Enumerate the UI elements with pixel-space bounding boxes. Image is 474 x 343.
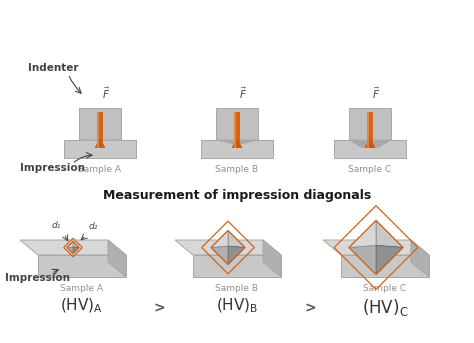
Polygon shape (193, 255, 281, 277)
Polygon shape (231, 138, 243, 148)
Bar (367, 112, 369, 148)
Polygon shape (376, 221, 403, 248)
Polygon shape (175, 240, 281, 255)
Text: Sample A: Sample A (79, 165, 121, 174)
Polygon shape (73, 247, 79, 253)
Bar (201, 140, 273, 158)
Text: Sample C: Sample C (348, 165, 392, 174)
Polygon shape (228, 230, 245, 248)
Text: Sample C: Sample C (364, 284, 407, 293)
Polygon shape (349, 245, 376, 274)
Text: Sample A: Sample A (61, 284, 103, 293)
Text: Measurement of impression diagonals: Measurement of impression diagonals (103, 189, 371, 201)
Bar (64, 140, 136, 158)
Text: $\mathrm{(HV)_{C}}$: $\mathrm{(HV)_{C}}$ (362, 297, 408, 318)
Polygon shape (108, 240, 126, 277)
Polygon shape (211, 246, 228, 264)
Polygon shape (38, 255, 126, 277)
Polygon shape (232, 140, 242, 144)
Bar (216, 108, 258, 140)
Bar (234, 112, 236, 148)
Text: $\vec{F}$: $\vec{F}$ (239, 85, 247, 101)
Polygon shape (20, 240, 126, 255)
Polygon shape (67, 241, 73, 248)
Bar (234, 112, 240, 148)
Polygon shape (228, 246, 245, 264)
Polygon shape (365, 138, 375, 148)
Text: $\vec{F}$: $\vec{F}$ (102, 85, 110, 101)
Text: Indenter: Indenter (28, 63, 79, 73)
Text: Impression: Impression (5, 273, 70, 283)
Text: $\mathrm{(HV)_{B}}$: $\mathrm{(HV)_{B}}$ (216, 297, 258, 316)
Polygon shape (79, 140, 121, 141)
Polygon shape (211, 230, 228, 248)
Polygon shape (94, 138, 106, 148)
Polygon shape (349, 140, 391, 147)
Bar (97, 112, 103, 148)
Text: $\vec{F}$: $\vec{F}$ (372, 85, 380, 101)
Text: Sample B: Sample B (216, 165, 258, 174)
Bar (367, 112, 373, 148)
Bar (334, 140, 406, 158)
Text: $\mathrm{(HV)_{A}}$: $\mathrm{(HV)_{A}}$ (60, 297, 104, 316)
Text: Sample B: Sample B (216, 284, 258, 293)
Polygon shape (216, 140, 258, 144)
Polygon shape (67, 247, 73, 253)
Polygon shape (349, 221, 376, 248)
Polygon shape (341, 255, 429, 277)
Polygon shape (263, 240, 281, 277)
Text: >: > (153, 301, 165, 315)
Polygon shape (411, 240, 429, 277)
Bar (97, 112, 99, 148)
Text: >: > (304, 301, 316, 315)
Bar (349, 108, 391, 140)
Bar (79, 108, 121, 140)
Polygon shape (361, 140, 379, 147)
Text: d₁: d₁ (52, 221, 61, 229)
Polygon shape (323, 240, 429, 255)
Polygon shape (98, 140, 102, 141)
Polygon shape (73, 241, 79, 248)
Text: d₂: d₂ (88, 222, 98, 231)
Text: Impression: Impression (20, 163, 85, 173)
Polygon shape (376, 245, 403, 274)
